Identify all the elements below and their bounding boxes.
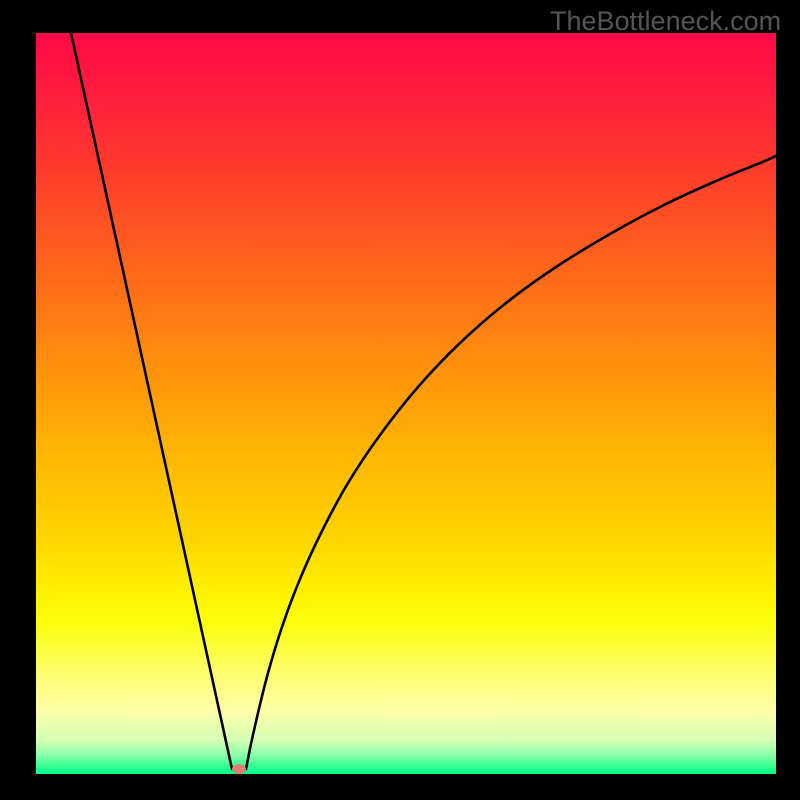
chart-svg (36, 33, 776, 774)
watermark-text: TheBottleneck.com (550, 6, 781, 37)
curve-right-branch (246, 156, 776, 769)
curve-left-branch (71, 33, 232, 769)
plot-area (36, 33, 776, 774)
minimum-marker (232, 764, 246, 774)
